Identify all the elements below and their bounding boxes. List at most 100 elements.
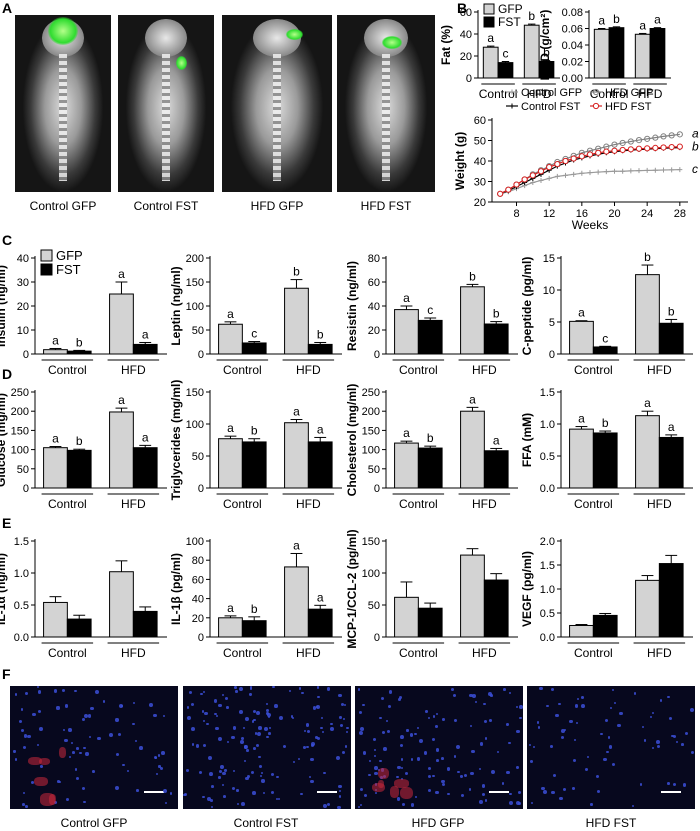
- bar-fst-control: [241, 441, 267, 489]
- nucleus-dot: [30, 781, 34, 785]
- y-tick-label: 10: [543, 285, 555, 297]
- nucleus-dot: [463, 773, 468, 778]
- nucleus-dot: [336, 756, 341, 760]
- nucleus-dot: [584, 768, 589, 772]
- nucleus-dot: [40, 764, 44, 768]
- nucleus-dot: [276, 775, 280, 779]
- nucleus-dot: [308, 775, 311, 778]
- bar-gfp-hfd: [523, 24, 540, 79]
- nucleus-dot: [667, 695, 670, 699]
- significance-letter: b: [251, 424, 258, 438]
- significance-letter: a: [578, 412, 585, 426]
- nucleus-dot: [373, 737, 377, 741]
- x-group-label: Control: [590, 87, 629, 101]
- bar-fst-control: [66, 350, 92, 355]
- bar-fst-hfd: [658, 436, 684, 489]
- nucleus-dot: [14, 693, 18, 696]
- y-tick-label: 5: [549, 317, 555, 329]
- nucleus-dot: [190, 702, 195, 707]
- micro-caption-control-gfp: Control GFP: [60, 816, 128, 830]
- y-axis-label: Leptin (ng/ml): [169, 266, 183, 345]
- nucleus-dot: [195, 744, 200, 748]
- nucleus-dot: [275, 798, 279, 801]
- nucleus-dot: [374, 771, 378, 775]
- nucleus-dot: [326, 803, 330, 807]
- x-group-label: HFD: [121, 497, 146, 511]
- nucleus-dot: [312, 706, 317, 710]
- y-tick-label: 40: [368, 301, 380, 313]
- significance-letter: a: [639, 18, 646, 32]
- nucleus-dot: [232, 787, 236, 791]
- bar-gfp-control: [43, 349, 68, 355]
- nucleus-dot: [479, 799, 483, 804]
- x-tick-label: 12: [543, 208, 555, 220]
- nucleus-dot: [202, 719, 206, 723]
- significance-letter: a: [142, 327, 149, 341]
- panel-label-b: B: [457, 0, 468, 16]
- y-tick-label: 1.0: [14, 568, 29, 580]
- xray-caption-hfd-fst: HFD FST: [360, 199, 412, 213]
- nucleus-dot: [339, 715, 343, 719]
- significance-letter: a: [644, 396, 651, 410]
- significance-letter: a: [118, 393, 125, 407]
- y-tick-label: 60: [368, 277, 380, 289]
- nucleus-dot: [516, 765, 519, 769]
- y-tick-label: 0: [198, 483, 204, 495]
- nucleus-dot: [218, 776, 221, 779]
- nucleus-dot: [37, 710, 42, 714]
- line-point: [644, 145, 651, 152]
- nucleus-dot: [207, 755, 212, 760]
- nucleus-dot: [134, 740, 137, 743]
- significance-letter: a: [293, 538, 300, 552]
- bar-gfp-hfd: [109, 293, 134, 355]
- bar-fst-hfd: [307, 608, 333, 638]
- nucleus-dot: [652, 712, 655, 715]
- nucleus-dot: [432, 774, 435, 778]
- line-point: [652, 144, 659, 151]
- y-tick-label: 1.0: [540, 584, 555, 596]
- nucleus-dot: [22, 791, 26, 795]
- y-tick-label: 0: [374, 632, 380, 644]
- legend-marker: [592, 88, 600, 96]
- nucleus-dot: [236, 789, 239, 792]
- nucleus-dot: [255, 711, 260, 716]
- x-group-label: HFD: [647, 497, 672, 511]
- xray-control-fst: [118, 15, 214, 192]
- nucleus-dot: [409, 732, 414, 737]
- nucleus-dot: [301, 691, 304, 695]
- nucleus-dot: [414, 732, 417, 736]
- nucleus-dot: [502, 782, 505, 785]
- bar-fst-control: [497, 62, 514, 79]
- nucleus-dot: [489, 719, 493, 722]
- x-group-label: Control: [399, 646, 438, 660]
- nucleus-dot: [83, 746, 86, 750]
- nucleus-dot: [423, 751, 428, 755]
- nucleus-dot: [550, 744, 553, 748]
- stained-cell: [399, 786, 413, 800]
- line-point: [644, 167, 650, 173]
- nucleus-dot: [186, 769, 190, 773]
- y-tick-label: 200: [362, 406, 380, 418]
- nucleus-dot: [292, 760, 296, 763]
- nucleus-dot: [427, 766, 432, 771]
- nucleus-dot: [252, 709, 257, 714]
- nucleus-dot: [684, 731, 688, 735]
- nucleus-dot: [316, 686, 320, 689]
- nucleus-dot: [388, 690, 393, 695]
- line-point: [546, 175, 552, 181]
- nucleus-dot: [72, 750, 76, 754]
- nucleus-dot: [153, 713, 157, 717]
- nucleus-dot: [435, 713, 438, 716]
- nucleus-dot: [83, 800, 86, 803]
- y-tick-label: 100: [362, 568, 380, 580]
- nucleus-dot: [39, 727, 44, 731]
- significance-letter: c: [251, 327, 257, 341]
- nucleus-dot: [364, 793, 368, 797]
- nucleus-dot: [611, 688, 615, 691]
- legend-swatch-gfp: [40, 249, 53, 262]
- nucleus-dot: [539, 686, 543, 690]
- significance-letter: a: [469, 392, 476, 406]
- nucleus-dot: [157, 754, 161, 758]
- bar-fst-hfd: [483, 450, 509, 489]
- nucleus-dot: [538, 726, 541, 729]
